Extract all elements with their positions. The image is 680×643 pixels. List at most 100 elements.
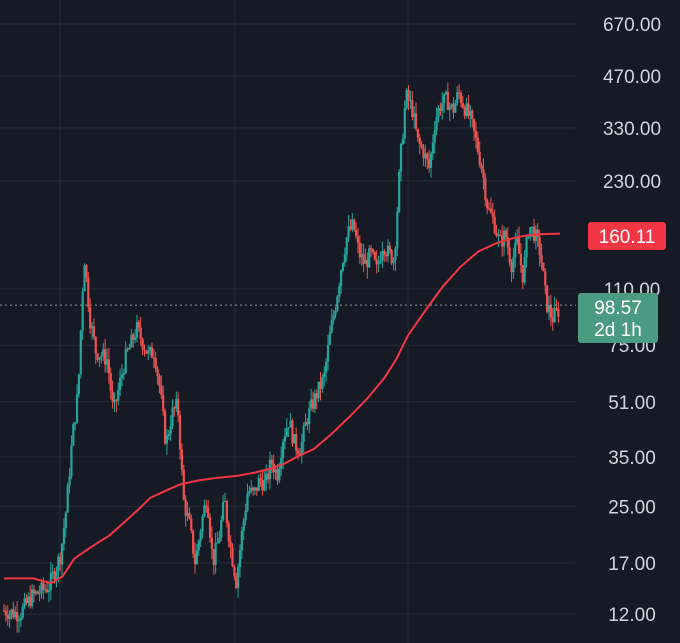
candle	[98, 356, 101, 367]
candle	[115, 398, 118, 413]
candles	[2, 82, 560, 633]
candle	[141, 337, 144, 355]
candle	[113, 392, 116, 412]
candle	[296, 447, 300, 460]
candle	[467, 94, 470, 120]
candle	[291, 418, 294, 447]
ma-value-text: 160.11	[599, 227, 656, 248]
candle	[81, 287, 84, 340]
candle	[66, 482, 69, 513]
candle	[4, 605, 7, 622]
candle	[160, 374, 163, 400]
candle	[428, 149, 431, 173]
candle	[414, 102, 418, 132]
candle	[111, 380, 114, 409]
candle	[259, 472, 262, 487]
candle	[248, 486, 251, 497]
candle	[283, 427, 287, 450]
candle	[119, 368, 122, 396]
candle	[407, 85, 410, 111]
candle	[379, 251, 382, 265]
candle	[261, 471, 264, 496]
candle	[304, 413, 307, 427]
candle	[266, 470, 270, 484]
candle	[317, 381, 320, 403]
candle	[285, 418, 288, 438]
candle	[422, 144, 425, 166]
candle	[289, 412, 292, 428]
candle	[104, 338, 107, 373]
y-tick-label: 17.00	[608, 554, 656, 575]
candle	[343, 247, 346, 267]
candle	[476, 131, 479, 155]
candle	[210, 526, 213, 560]
candle	[147, 345, 150, 360]
candle	[177, 392, 180, 422]
candle	[478, 141, 481, 168]
candle	[321, 374, 324, 393]
candle	[459, 90, 463, 108]
candle	[222, 494, 225, 522]
candle	[366, 252, 369, 279]
candle	[240, 526, 243, 560]
candle	[542, 262, 545, 272]
candle	[77, 373, 81, 398]
candle	[79, 329, 82, 379]
candle	[139, 317, 142, 346]
candle	[523, 249, 526, 285]
candle	[75, 384, 79, 425]
candle	[163, 408, 167, 446]
candle	[392, 256, 395, 271]
candle	[94, 335, 97, 364]
candle	[411, 91, 414, 121]
candle	[454, 99, 457, 114]
candle	[338, 282, 341, 303]
candle	[27, 592, 30, 608]
candle	[55, 566, 58, 588]
candle	[8, 610, 11, 629]
candle	[207, 500, 210, 519]
candle	[100, 351, 103, 364]
candle	[538, 230, 541, 267]
candle	[30, 584, 34, 609]
candle	[371, 248, 375, 255]
candle	[469, 105, 472, 128]
candle	[124, 341, 127, 375]
candle	[557, 301, 560, 324]
candle	[405, 88, 408, 111]
candle	[244, 503, 247, 526]
candle	[458, 84, 461, 100]
candle	[122, 368, 125, 381]
candle	[68, 468, 71, 494]
candle	[525, 234, 528, 268]
candle	[351, 213, 354, 233]
candle	[251, 486, 255, 496]
candle	[424, 144, 427, 167]
candle	[547, 296, 551, 320]
candle	[212, 549, 215, 575]
candle	[471, 109, 474, 128]
candle	[169, 415, 172, 442]
candle	[302, 422, 305, 453]
y-tick-label: 12.00	[608, 605, 656, 626]
candle	[19, 612, 22, 627]
candle	[51, 564, 54, 580]
candle	[225, 499, 228, 528]
candle	[38, 585, 41, 602]
candle	[532, 218, 536, 244]
candle	[276, 464, 279, 485]
candle	[474, 122, 478, 149]
candle	[25, 594, 28, 605]
candle	[201, 514, 204, 539]
candle	[171, 399, 174, 430]
candle	[330, 308, 333, 334]
candle	[32, 584, 36, 603]
candle	[553, 296, 556, 324]
candle	[461, 95, 464, 110]
candle	[394, 245, 397, 272]
candle	[195, 543, 199, 565]
candle	[377, 255, 380, 273]
candle	[340, 269, 343, 294]
